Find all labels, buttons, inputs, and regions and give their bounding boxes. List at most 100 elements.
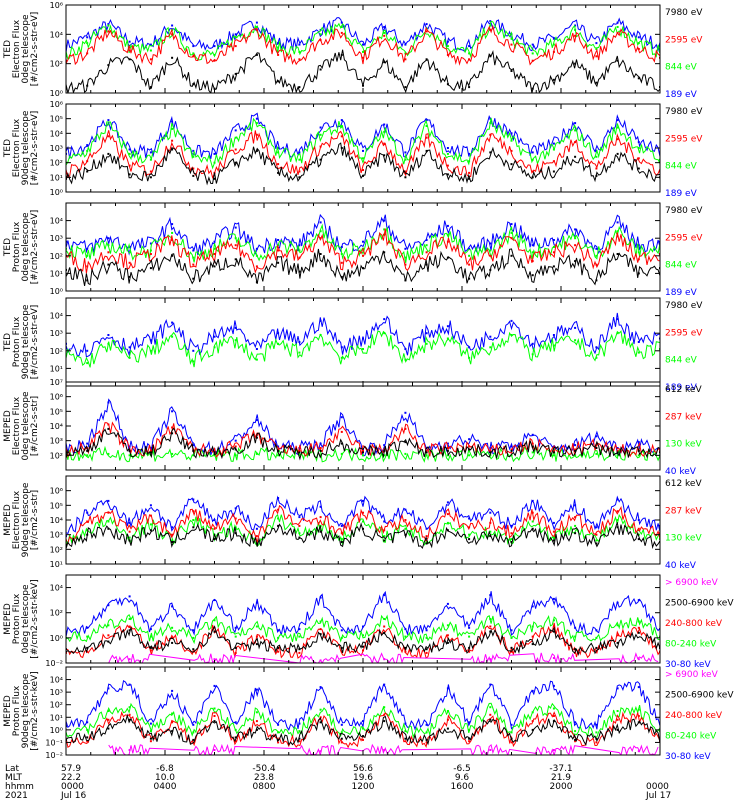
data-point xyxy=(107,727,110,730)
data-point xyxy=(171,641,174,644)
series-traces xyxy=(66,17,660,93)
data-point xyxy=(425,125,428,127)
data-point xyxy=(616,152,619,155)
data-point xyxy=(510,132,513,135)
data-point xyxy=(319,442,322,445)
data-point xyxy=(234,651,237,654)
data-point xyxy=(362,174,364,177)
data-point xyxy=(489,749,492,751)
data-point xyxy=(531,511,534,514)
data-point xyxy=(531,605,534,608)
data-point xyxy=(446,513,449,516)
legend-entry: 7980 eV xyxy=(665,301,703,311)
data-point xyxy=(616,510,619,513)
data-point xyxy=(128,536,131,539)
data-point xyxy=(171,410,174,413)
data-point xyxy=(192,731,195,734)
data-point xyxy=(213,346,216,349)
data-point xyxy=(192,360,195,363)
data-point xyxy=(404,730,407,733)
data-point xyxy=(574,730,577,733)
data-point xyxy=(510,532,513,535)
y-axis-title-line: 90deg telescope xyxy=(21,673,31,748)
data-point xyxy=(362,499,364,502)
data-point xyxy=(107,152,110,155)
data-point xyxy=(213,454,216,457)
data-point xyxy=(616,526,619,529)
trace-844-eV xyxy=(66,223,660,264)
data-point xyxy=(425,741,428,744)
data-point xyxy=(86,511,89,514)
data-point xyxy=(340,346,343,349)
y-tick-label: 10² xyxy=(50,252,63,261)
data-point xyxy=(171,721,174,724)
data-point xyxy=(595,737,598,740)
data-point xyxy=(425,723,428,726)
data-point xyxy=(319,596,322,599)
data-point xyxy=(552,78,555,81)
y-tick-label: 10⁴ xyxy=(50,129,63,138)
footer-hhmm-value: 0000 xyxy=(61,782,84,792)
data-point xyxy=(404,646,407,649)
data-point xyxy=(171,148,174,151)
data-point xyxy=(425,535,428,538)
data-point xyxy=(86,160,89,163)
data-point xyxy=(340,246,343,248)
data-point xyxy=(298,351,301,354)
trace-2595-eV xyxy=(66,228,660,274)
data-point xyxy=(171,254,174,257)
y-axis-title: MEPEDProton Flux90deg telescope[#/cm2-s-… xyxy=(3,671,40,750)
data-point xyxy=(86,254,89,257)
data-point xyxy=(298,270,301,273)
data-point xyxy=(531,176,534,179)
data-point xyxy=(277,171,280,174)
data-point xyxy=(128,718,131,721)
data-point xyxy=(595,254,598,257)
data-point xyxy=(319,721,322,724)
data-point xyxy=(149,249,152,252)
data-point xyxy=(171,223,174,226)
data-point xyxy=(192,510,195,513)
data-point xyxy=(595,447,598,449)
data-point xyxy=(425,636,428,639)
data-point xyxy=(213,59,216,62)
data-point xyxy=(107,23,110,26)
data-point xyxy=(637,519,640,521)
data-point xyxy=(489,28,492,31)
data-point xyxy=(234,721,237,724)
data-point xyxy=(531,720,534,723)
legend-entry: 2595 eV xyxy=(665,134,703,144)
data-point xyxy=(319,319,322,322)
data-point xyxy=(574,524,577,527)
data-point xyxy=(362,451,364,454)
data-point xyxy=(107,263,110,266)
data-point xyxy=(574,635,577,638)
data-point xyxy=(128,658,131,661)
data-point xyxy=(277,80,280,83)
data-point xyxy=(298,50,301,53)
data-point xyxy=(383,449,386,452)
data-point xyxy=(107,499,110,502)
data-point xyxy=(574,62,577,65)
y-tick-label: 10⁵ xyxy=(50,501,63,510)
data-point xyxy=(298,635,301,638)
data-point xyxy=(489,151,492,154)
data-point xyxy=(298,454,301,457)
data-point xyxy=(383,61,386,64)
data-point xyxy=(425,449,428,452)
data-point xyxy=(616,451,619,454)
data-point xyxy=(128,346,131,349)
data-point xyxy=(107,135,110,138)
trace-189-eV xyxy=(66,112,660,160)
data-point xyxy=(340,356,343,359)
data-point xyxy=(86,42,89,45)
data-point xyxy=(255,348,258,350)
legend-entry: 2500-6900 keV xyxy=(665,599,734,609)
data-point xyxy=(213,265,216,268)
data-point xyxy=(446,447,449,449)
data-point xyxy=(468,438,471,441)
data-point xyxy=(446,152,449,155)
data-point xyxy=(574,34,577,37)
data-point xyxy=(277,629,280,632)
data-point xyxy=(489,511,492,514)
